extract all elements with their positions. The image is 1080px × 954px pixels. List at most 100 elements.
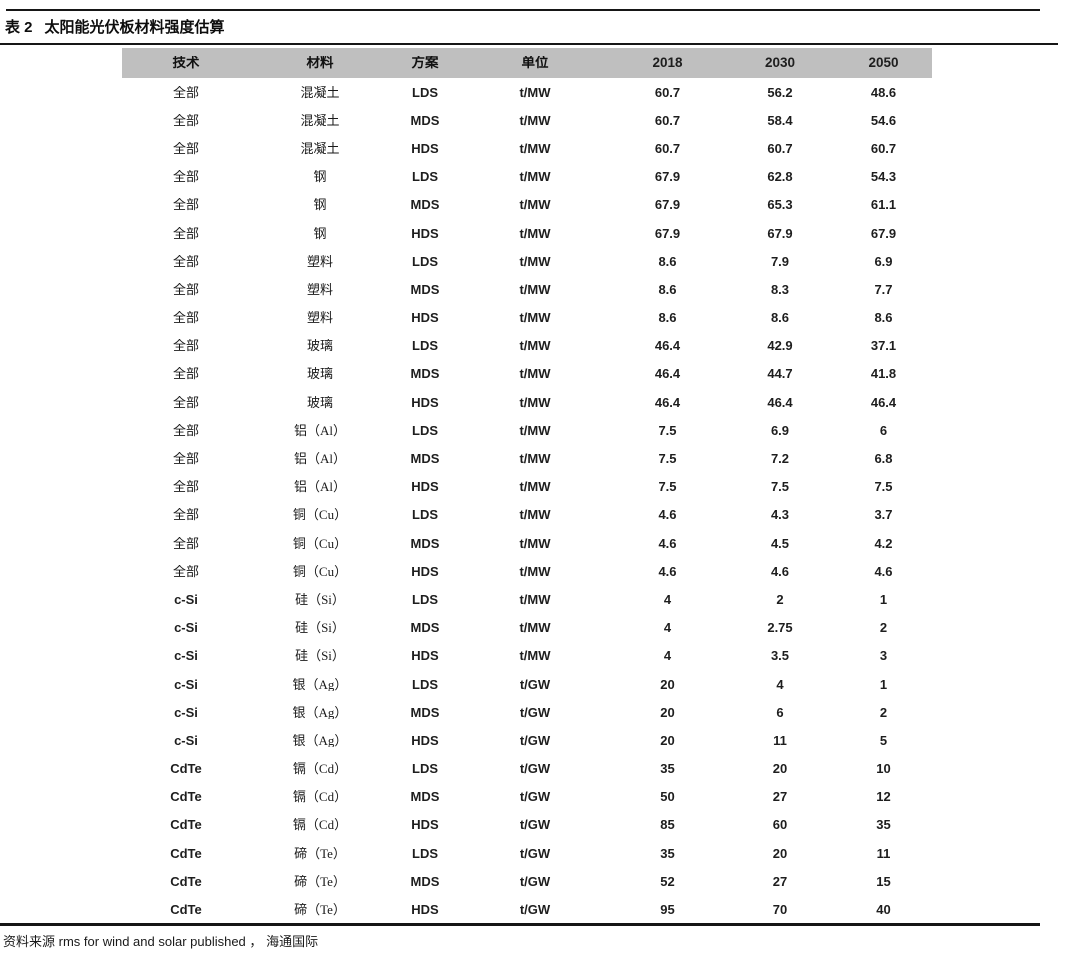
table-cell: 硅（Si） <box>295 649 345 663</box>
table-cell: 碲（Te） <box>294 874 346 888</box>
table-cell: 20 <box>660 677 675 691</box>
table-cell: 4 <box>663 649 672 663</box>
table-cell: 7.5 <box>658 480 677 494</box>
top-rule <box>6 9 1040 11</box>
table-row: 全部 混凝土 LDS t/MW 60.7 56.2 48.6 <box>122 78 932 106</box>
table-body: 全部 混凝土 LDS t/MW 60.7 56.2 48.6 全部 混凝土 MDS t/MW 60.7… <box>122 78 932 924</box>
table-cell: 镉（Cd） <box>292 762 348 776</box>
table-cell: 混凝土 <box>300 141 340 155</box>
table-cell: 1 <box>879 592 888 606</box>
table-cell: t/GW <box>519 874 551 888</box>
table-cell: CdTe <box>170 790 202 804</box>
table-cell: 67.9 <box>767 226 793 240</box>
table-row: c-Si 银（Ag） HDS t/GW 20 11 5 <box>122 726 932 754</box>
table-cell: t/MW <box>519 395 551 409</box>
table-cell: 1 <box>879 677 888 691</box>
table-cell: 54.3 <box>870 170 897 184</box>
table-cell: t/MW <box>519 198 551 212</box>
table-cell: t/MW <box>519 254 551 268</box>
table-cell: 铝（Al） <box>293 423 346 437</box>
table-cell: 全部 <box>172 85 199 99</box>
table-cell: c-Si <box>174 621 198 635</box>
table-cell: 全部 <box>172 170 199 184</box>
table-row: c-Si 硅（Si） HDS t/MW 4 3.5 3 <box>122 642 932 670</box>
table-cell: t/MW <box>519 282 551 296</box>
table-cell: HDS <box>411 480 439 494</box>
table-cell: 镉（Cd） <box>292 818 348 832</box>
table-cell: 塑料 <box>306 311 333 325</box>
table-cell: 镉（Cd） <box>292 790 348 804</box>
table-cell: 11 <box>773 733 787 747</box>
table-cell: 37.1 <box>870 339 897 353</box>
table-cell: HDS <box>411 818 439 832</box>
table-cell: MDS <box>410 536 440 550</box>
table-cell: 6.8 <box>874 452 893 466</box>
table-cell: 6 <box>776 705 784 719</box>
table-cell: MDS <box>410 282 440 296</box>
table-cell: 铜（Cu） <box>292 508 348 522</box>
table-cell: 全部 <box>172 311 199 325</box>
table-cell: 44.7 <box>767 367 793 381</box>
table-row: 全部 塑料 LDS t/MW 8.6 7.9 6.9 <box>122 247 932 275</box>
table-cell: 60.7 <box>767 141 793 155</box>
table-cell: 全部 <box>172 282 199 296</box>
table-cell: 4 <box>663 592 672 606</box>
table-cell: 58.4 <box>767 113 793 127</box>
table-cell: 10 <box>876 762 891 776</box>
table-cell: 8.6 <box>658 311 677 325</box>
table-cell: HDS <box>411 395 439 409</box>
column-header: 单位 <box>521 56 549 70</box>
table-cell: 7.7 <box>874 282 893 296</box>
table-row: 全部 铝（Al） HDS t/MW 7.5 7.5 7.5 <box>122 473 932 501</box>
table-cell: 48.6 <box>870 85 897 99</box>
table-cell: 46.4 <box>654 395 681 409</box>
table-cell: 60 <box>772 818 788 832</box>
table-cell: 4.5 <box>770 536 790 550</box>
column-header: 方案 <box>411 56 439 70</box>
table-cell: 46.4 <box>654 339 681 353</box>
source-note: 资料来源 rms for wind and solar published ， … <box>3 931 318 950</box>
table-cell: 铜（Cu） <box>292 536 348 550</box>
table-cell: t/GW <box>519 762 551 776</box>
table-cell: t/GW <box>519 677 551 691</box>
table-cell: 41.8 <box>870 367 897 381</box>
table-cell: t/MW <box>519 480 551 494</box>
table-cell: 4.6 <box>770 564 790 578</box>
table-cell: 6.9 <box>770 423 790 437</box>
table-cell: 混凝土 <box>300 85 340 99</box>
table-cell: 全部 <box>172 452 199 466</box>
table-cell: 全部 <box>172 226 199 240</box>
table-cell: 20 <box>772 846 788 860</box>
table-cell: HDS <box>411 226 439 240</box>
table-cell: 8.6 <box>658 282 677 296</box>
table-cell: 4 <box>663 621 672 635</box>
table-cell: 8.6 <box>874 311 893 325</box>
table-cell: t/GW <box>519 733 551 747</box>
table-cell: 60.7 <box>654 141 681 155</box>
table-row: 全部 玻璃 LDS t/MW 46.4 42.9 37.1 <box>122 332 932 360</box>
table-cell: 2 <box>776 592 784 606</box>
table-cell: MDS <box>410 198 440 212</box>
source-label: 资料来源 <box>3 934 56 949</box>
table-row: 全部 铜（Cu） LDS t/MW 4.6 4.3 3.7 <box>122 501 932 529</box>
table-cell: 铜（Cu） <box>292 564 348 578</box>
table-cell: c-Si <box>174 592 198 606</box>
table-cell: 42.9 <box>767 339 793 353</box>
table-cell: t/MW <box>519 508 551 522</box>
table-cell: t/GW <box>519 790 551 804</box>
table-cell: HDS <box>411 564 439 578</box>
title-divider-rule <box>0 43 1058 45</box>
table-cell: t/MW <box>519 592 551 606</box>
table-cell: 银（Ag） <box>292 705 348 719</box>
table-cell: 67.9 <box>654 198 681 212</box>
table-cell: 全部 <box>172 564 199 578</box>
table-cell: CdTe <box>170 818 202 832</box>
table-row: 全部 钢 MDS t/MW 67.9 65.3 61.1 <box>122 191 932 219</box>
table-cell: 铝（Al） <box>293 452 346 466</box>
bottom-rule <box>0 923 1040 926</box>
table-cell: 钢 <box>313 198 327 212</box>
table-row: c-Si 硅（Si） LDS t/MW 4 2 1 <box>122 585 932 613</box>
table-title: 表 2 太阳能光伏板材料强度估算 <box>5 16 225 37</box>
table-cell: CdTe <box>170 846 202 860</box>
